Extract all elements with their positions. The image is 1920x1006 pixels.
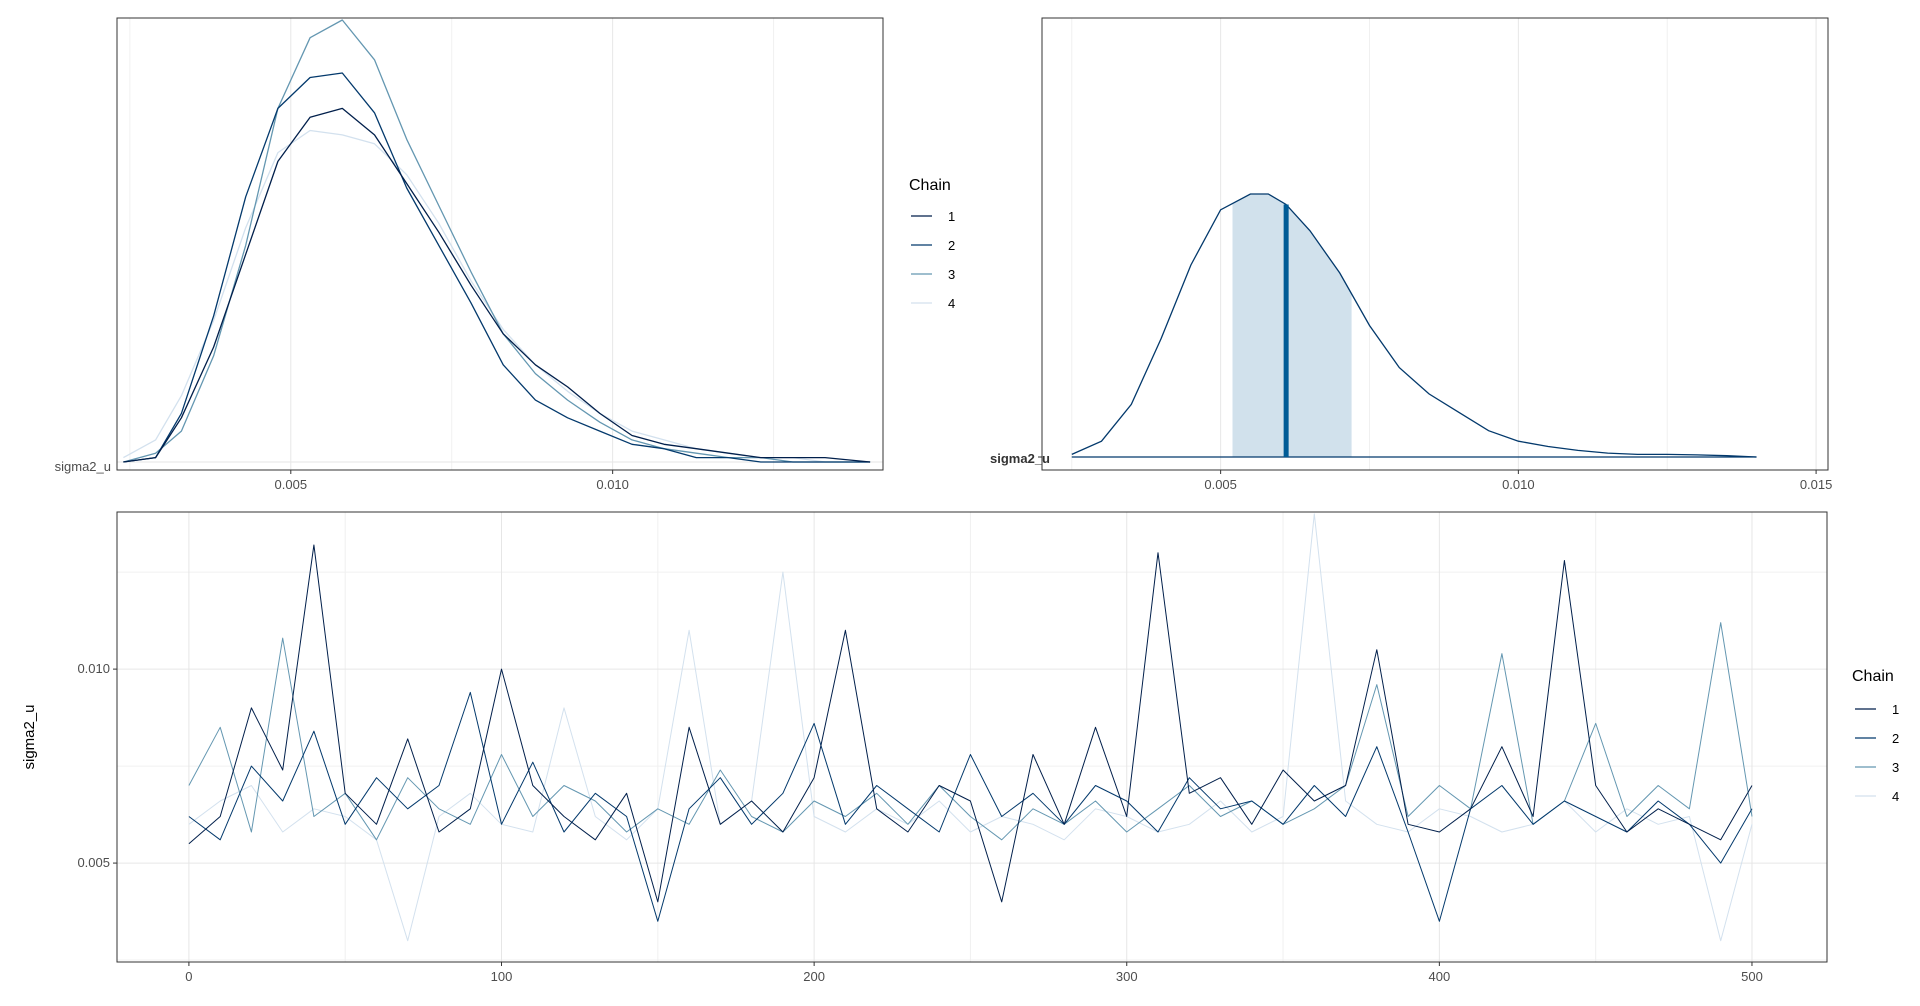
trace-x-tick-label: 500 (1741, 969, 1763, 984)
density-x-tick-label: 0.010 (596, 477, 629, 492)
trace-line-chain-2 (188, 691, 1753, 922)
trace-line-chain-3 (188, 622, 1753, 841)
area-x-tick-label: 0.015 (1800, 477, 1833, 492)
density-legend-label-3: 3 (948, 267, 955, 282)
density-line-chain-4 (123, 129, 871, 463)
trace-legend-label-3: 3 (1892, 760, 1899, 775)
area-panel-border (1041, 17, 1829, 471)
area-x-tick-label: 0.005 (1204, 477, 1237, 492)
density-legend: Chain 1 2 3 4 (909, 177, 955, 311)
density-line-chain-1 (123, 107, 871, 463)
density-y-tick-label: sigma2_u (55, 459, 111, 474)
trace-x-tick-label: 400 (1429, 969, 1451, 984)
trace-x-tick-label: 0 (185, 969, 192, 984)
trace-y-tick-label: 0.010 (77, 661, 110, 676)
density-panel-border (116, 17, 884, 471)
trace-y-axis-label: sigma2_u (21, 704, 38, 769)
trace-x-tick-label: 100 (491, 969, 513, 984)
density-legend-title: Chain (909, 177, 951, 194)
density-line-chain-3 (123, 19, 871, 463)
density-legend-label-2: 2 (948, 238, 955, 253)
area-y-tick-label: sigma2_u (990, 451, 1050, 466)
area-x-tick-label: 0.010 (1502, 477, 1535, 492)
density-legend-label-4: 4 (948, 296, 955, 311)
trace-y-tick-label: 0.005 (77, 855, 110, 870)
density-x-tick-label: 0.005 (275, 477, 308, 492)
density-overlay-panel: 0.005 0.010 sigma2_u Chain 1 2 3 4 (55, 17, 955, 492)
trace-legend-label-2: 2 (1892, 731, 1899, 746)
trace-legend: Chain 1 2 3 4 (1852, 668, 1899, 804)
trace-legend-label-1: 1 (1892, 702, 1899, 717)
posterior-area-panel: 0.005 0.010 0.015 sigma2_u (990, 17, 1833, 492)
trace-legend-title: Chain (1852, 668, 1894, 685)
trace-x-tick-label: 200 (803, 969, 825, 984)
trace-x-tick-label: 300 (1116, 969, 1138, 984)
trace-legend-label-4: 4 (1892, 789, 1899, 804)
trace-panel: 0 100 200 300 400 500 0.005 0.010 sigma2_u Cha… (21, 511, 1899, 984)
area-interval-shade (1232, 194, 1352, 457)
trace-line-chain-1 (188, 544, 1753, 903)
trace-line-chain-4 (188, 513, 1753, 942)
trace-panel-border (116, 511, 1828, 963)
area-density-outline (1071, 193, 1757, 458)
density-line-chain-2 (123, 72, 871, 463)
density-legend-label-1: 1 (948, 209, 955, 224)
